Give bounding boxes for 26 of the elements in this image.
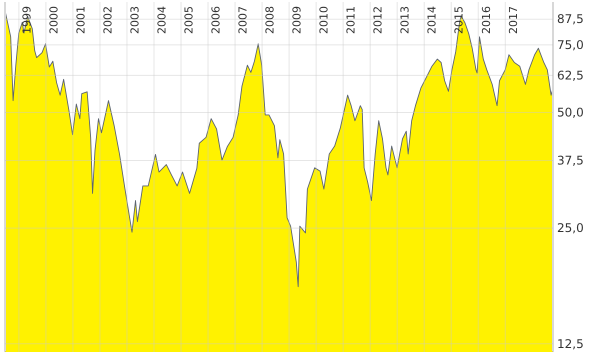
y-tick-label: 37,5 — [557, 154, 584, 168]
y-tick-label: 87,5 — [557, 12, 584, 26]
x-tick-label: 2014 — [426, 6, 439, 34]
y-tick-label: 75,0 — [557, 38, 584, 52]
y-tick-label: 50,0 — [557, 106, 584, 120]
y-tick-label: 12,5 — [557, 336, 584, 351]
x-tick-label: 2013 — [398, 6, 412, 34]
x-tick-label: 2010 — [318, 6, 331, 34]
x-tick-label: 2005 — [182, 6, 196, 34]
y-tick-label: 25,0 — [557, 221, 584, 236]
x-tick-label: 1999 — [20, 6, 34, 34]
x-tick-label: 2011 — [344, 6, 358, 34]
x-tick-label: 2003 — [128, 6, 142, 34]
x-tick-label: 2001 — [74, 6, 88, 34]
x-tick-label: 2004 — [155, 6, 168, 34]
y-tick-label: 62,5 — [557, 68, 584, 82]
x-tick-label: 2008 — [264, 6, 277, 34]
x-tick-label: 2007 — [236, 6, 250, 34]
x-tick-label: 2017 — [506, 6, 520, 34]
x-tick-label: 2012 — [372, 6, 385, 34]
x-tick-label: 2016 — [480, 6, 493, 34]
x-tick-label: 2009 — [290, 6, 304, 34]
x-tick-label: 2002 — [101, 6, 114, 34]
x-tick-label: 2000 — [47, 6, 60, 34]
x-tick-label: 2006 — [210, 6, 223, 34]
x-tick-label: 2015 — [452, 6, 466, 34]
